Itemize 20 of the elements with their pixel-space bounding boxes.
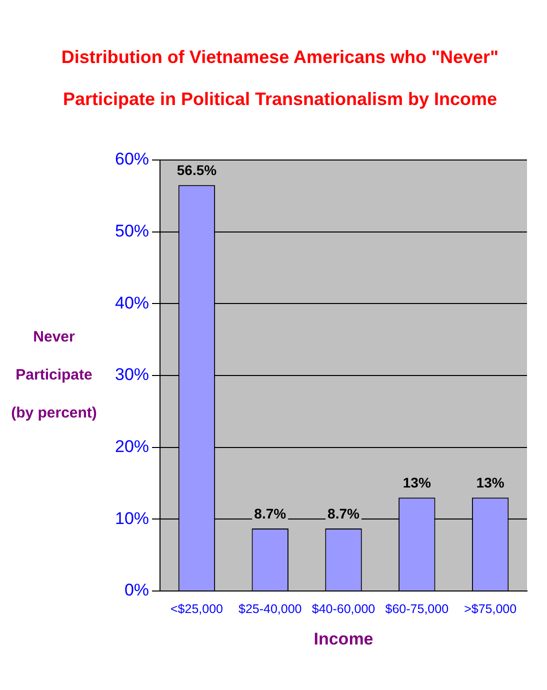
y-tick-label: 30% (114, 365, 150, 384)
data-label: 13% (402, 474, 432, 490)
y-tick-label: 40% (114, 293, 150, 312)
x-axis-title: Income (314, 630, 374, 649)
data-label: 13% (476, 474, 505, 490)
data-label: 56.5% (176, 162, 218, 178)
chart-title: Distribution of Vietnamese Americans who "Never" Participate in Political Transnationalism by Income (61, 46, 499, 109)
y-tick-label: 50% (114, 222, 150, 241)
x-tick-label: $40-60,000 (312, 602, 376, 616)
data-label: 8.7% (254, 505, 287, 522)
y-tick-label: 10% (114, 508, 150, 528)
x-tick-label: >$75,000 (464, 602, 517, 616)
x-tick-label: $25-40,000 (238, 602, 302, 616)
data-label: 8.7% (328, 505, 360, 522)
y-tick-label: 20% (114, 437, 150, 456)
text: Never Participate (by percent) (11, 328, 97, 422)
y-tick-label: 0% (124, 580, 150, 600)
x-tick-label: <$25,000 (170, 602, 224, 616)
y-tick-label: 60% (114, 150, 150, 169)
x-tick-label: $60-75,000 (385, 602, 449, 616)
